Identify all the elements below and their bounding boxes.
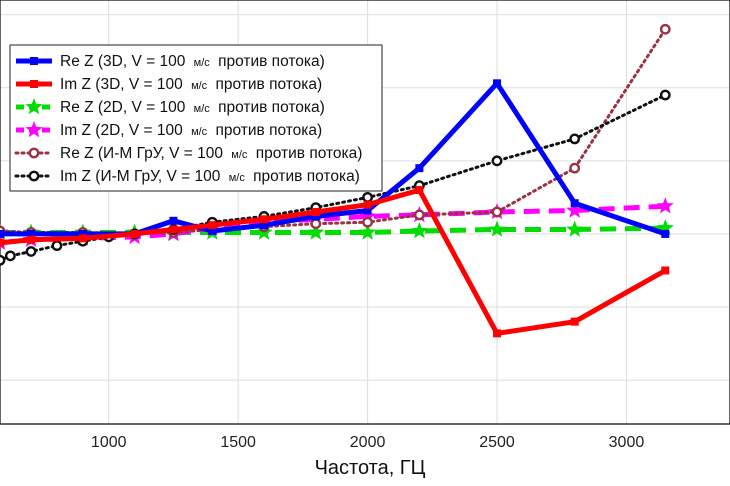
- data-point: [208, 227, 217, 236]
- plot-frame: [0, 0, 730, 425]
- data-point: [413, 209, 425, 221]
- data-point: [208, 221, 217, 230]
- data-point: [363, 200, 372, 209]
- x-tick-label: 2000: [350, 434, 386, 451]
- legend-entry: Re Z (2D, V = 100 м/с против потока): [16, 98, 325, 116]
- legend-label: Im Z (2D, V = 100 м/с против потока): [60, 122, 322, 139]
- x-tick-label: 3000: [609, 434, 645, 451]
- legend-entry: Re Z (И-М ГрУ, V = 100 м/с против потока…: [14, 145, 362, 162]
- data-point: [363, 206, 372, 215]
- data-point: [659, 89, 671, 101]
- data-point: [491, 155, 503, 167]
- x-axis-label: Частота, ГЦ: [315, 457, 426, 479]
- series-1: [0, 186, 670, 338]
- data-point: [493, 79, 502, 88]
- series-0: [0, 79, 670, 238]
- legend-label: Im Z (3D, V = 100 м/с против потока): [60, 76, 322, 93]
- data-point: [488, 220, 506, 237]
- data-point: [359, 223, 377, 240]
- data-point: [570, 199, 579, 208]
- data-point: [311, 212, 320, 221]
- x-tick-labels: 1000 1500 2000 2500 3000: [91, 434, 644, 451]
- data-point: [359, 207, 377, 224]
- legend-label: Re Z (3D, V = 100 м/с против потока): [60, 53, 325, 70]
- legend: Re Z (3D, V = 100 м/с против потока) Im Z…: [9, 44, 383, 192]
- data-point: [78, 234, 87, 243]
- legend-box: [9, 44, 383, 192]
- series-line: [0, 93, 667, 262]
- data-point: [415, 186, 424, 195]
- data-point: [0, 238, 4, 247]
- data-point: [415, 164, 424, 173]
- data-point: [4, 250, 16, 262]
- data-point: [566, 201, 584, 218]
- data-point: [25, 121, 43, 138]
- data-point: [307, 223, 325, 240]
- data-point: [570, 317, 579, 326]
- data-point: [0, 229, 4, 238]
- series-layer: [0, 23, 674, 338]
- data-point: [656, 219, 674, 236]
- data-point: [569, 133, 581, 145]
- legend-label: Re Z (2D, V = 100 м/с против потока): [60, 99, 325, 116]
- legend-entry: Im Z (И-М ГрУ, V = 100 м/с против потока…: [14, 168, 360, 185]
- x-tick-label: 1000: [91, 434, 127, 451]
- data-point: [27, 235, 36, 244]
- data-point: [27, 229, 36, 238]
- data-point: [362, 216, 373, 228]
- data-point: [169, 216, 178, 225]
- x-tick-label: 1500: [220, 434, 256, 451]
- data-point: [78, 229, 87, 238]
- data-point: [51, 240, 63, 252]
- legend-entry: Re Z (3D, V = 100 м/с против потока): [16, 53, 325, 70]
- data-point: [659, 23, 671, 35]
- data-point: [656, 197, 674, 214]
- series-line: [0, 187, 667, 336]
- legend-entry: Im Z (3D, V = 100 м/с против потока): [16, 76, 322, 93]
- legend-label: Re Z (И-М ГрУ, V = 100 м/с против потока…: [60, 145, 362, 162]
- data-point: [260, 221, 269, 230]
- legend-label: Im Z (И-М ГрУ, V = 100 м/с против потока…: [60, 168, 360, 185]
- data-point: [28, 170, 40, 182]
- data-point: [169, 225, 178, 234]
- data-point: [25, 246, 37, 257]
- data-point: [130, 229, 139, 238]
- data-point: [566, 220, 584, 237]
- data-point: [493, 329, 502, 338]
- data-point: [28, 147, 40, 159]
- data-point: [362, 191, 373, 203]
- data-point: [30, 57, 38, 65]
- data-point: [661, 229, 670, 238]
- data-point: [491, 206, 503, 218]
- data-point: [310, 218, 322, 230]
- data-point: [569, 162, 581, 174]
- data-point: [661, 266, 670, 275]
- legend-entry: Im Z (2D, V = 100 м/с против потока): [16, 121, 322, 139]
- x-tick-label: 2500: [479, 434, 515, 451]
- data-point: [25, 98, 43, 115]
- data-point: [410, 222, 428, 239]
- data-point: [311, 208, 320, 216]
- data-point: [0, 254, 6, 266]
- data-point: [260, 215, 269, 224]
- data-point: [30, 80, 38, 88]
